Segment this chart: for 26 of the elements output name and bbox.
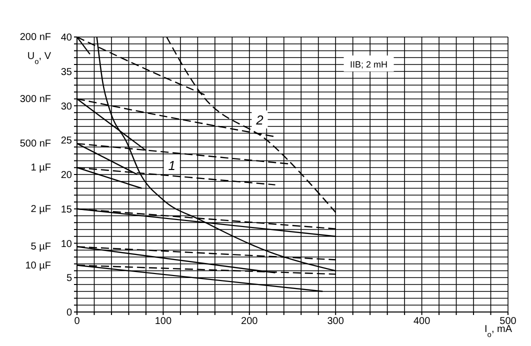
x-tick-label: 400 <box>413 316 431 328</box>
y-tick-label: 35 <box>60 66 72 78</box>
y-tick-label: 40 <box>60 32 72 44</box>
x-tick-label: 100 <box>154 316 172 328</box>
x-tick-label: 200 <box>241 316 258 328</box>
y-tick-label: 30 <box>60 101 72 112</box>
annotation: 10 µF <box>25 260 51 272</box>
x-axis-title: I$_{o}$, mA <box>484 324 512 338</box>
x-tick-label: 300 <box>327 316 344 328</box>
annotation: 2 µF <box>30 204 51 215</box>
annotation: 1 <box>168 158 176 173</box>
y-tick-label: 15 <box>60 204 72 216</box>
annotation: 300 nF <box>20 94 51 105</box>
annotation: 2 <box>255 112 264 128</box>
y-axis-title: U$_{o}$, V <box>27 51 52 66</box>
y-tick-label: 25 <box>60 136 72 147</box>
annotation: 1 µF <box>30 162 51 174</box>
y-tick-label: 10 <box>60 238 72 250</box>
annotation: 500 nF <box>20 138 51 150</box>
x-tick-label: 0 <box>74 316 80 328</box>
annotation: 200 nF <box>20 32 51 43</box>
annotation: 5 µF <box>30 242 51 253</box>
y-tick-label: 20 <box>60 170 72 182</box>
annotation: IIB; 2 mH <box>350 60 388 70</box>
y-tick-label: 5 <box>66 273 72 284</box>
y-tick-label: 0 <box>66 308 72 319</box>
